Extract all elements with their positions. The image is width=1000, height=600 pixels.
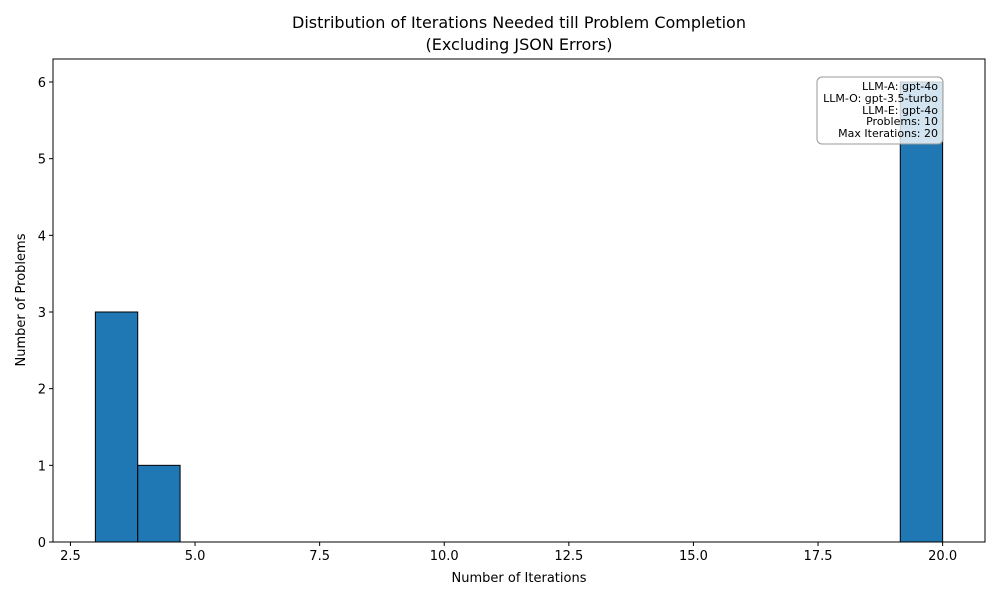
x-tick-label: 7.5	[309, 549, 330, 564]
chart-title: Distribution of Iterations Needed till P…	[292, 13, 746, 32]
plot-frame	[52, 58, 986, 543]
x-tick-label: 10.0	[430, 549, 459, 564]
y-tick-label: 1	[38, 459, 46, 474]
annotation-line: Max Iterations: 20	[838, 127, 938, 140]
y-tick-label: 4	[38, 229, 46, 244]
histogram-bar	[899, 81, 944, 543]
x-tick-label: 2.5	[60, 549, 81, 564]
x-tick-label: 12.5	[554, 549, 583, 564]
x-axis-ticks: 2.5 5.0 7.5 10.0 12.5 15.0 17.5 20.0	[60, 542, 957, 564]
y-axis-label: Number of Problems	[14, 233, 29, 366]
histogram-bar	[137, 464, 181, 543]
annotation-line: LLM-E: gpt-4o	[862, 104, 938, 117]
annotation-background	[816, 76, 944, 145]
y-tick-label: 2	[38, 383, 46, 398]
y-tick-label: 5	[38, 153, 46, 168]
chart-subtitle: (Excluding JSON Errors)	[425, 35, 612, 54]
x-tick-label: 20.0	[928, 549, 957, 564]
bars-group	[94, 81, 944, 543]
x-tick-label: 17.5	[804, 549, 833, 564]
annotation-box: LLM-A: gpt-4o LLM-O: gpt-3.5-turbo LLM-E…	[816, 76, 944, 145]
y-tick-label: 0	[38, 536, 46, 551]
y-tick-label: 6	[38, 76, 46, 91]
annotation-line: Problems: 10	[866, 115, 938, 128]
histogram-bar	[94, 311, 139, 543]
x-tick-label: 5.0	[185, 549, 206, 564]
y-axis-ticks: 0 1 2 3 4 5 6	[38, 76, 53, 551]
x-tick-label: 15.0	[679, 549, 708, 564]
annotation-line: LLM-A: gpt-4o	[862, 80, 938, 93]
y-tick-label: 3	[38, 306, 46, 321]
annotation-line: LLM-O: gpt-3.5-turbo	[823, 92, 938, 105]
x-axis-label: Number of Iterations	[452, 571, 587, 586]
